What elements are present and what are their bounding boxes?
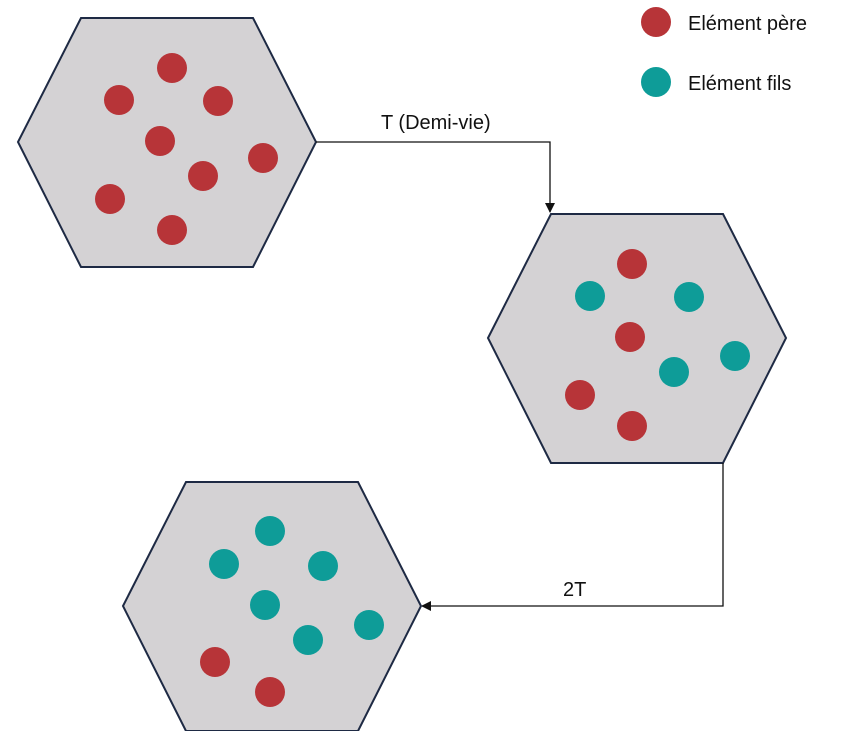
legend-daughter-label: Elément fils	[688, 73, 791, 95]
daughter-atom	[720, 341, 750, 371]
parent-atom	[248, 143, 278, 173]
legend-parent-swatch	[641, 7, 671, 37]
arrow-half-life-line	[316, 141, 555, 213]
daughter-atom	[659, 357, 689, 387]
legend-parent-label: Elément père	[688, 13, 807, 35]
arrow-half-life: T (Demi-vie)	[316, 112, 555, 213]
arrow-two-half-lives-label: 2T	[563, 579, 586, 601]
parent-atom	[203, 86, 233, 116]
arrow-two-half-lives: 2T	[421, 463, 724, 611]
hexagon-after-T	[486, 213, 788, 464]
parent-atom	[617, 411, 647, 441]
parent-atom	[188, 161, 218, 191]
daughter-atom	[674, 282, 704, 312]
legend-daughter-swatch	[641, 67, 671, 97]
hexagon-after-2T	[121, 481, 423, 731]
daughter-atom	[575, 281, 605, 311]
arrow-two-half-lives-line	[421, 463, 724, 611]
daughter-atom	[209, 549, 239, 579]
legend: Elément père Elément fils	[641, 7, 807, 97]
parent-atom	[157, 215, 187, 245]
daughter-atom	[308, 551, 338, 581]
parent-atom	[615, 322, 645, 352]
parent-atom	[145, 126, 175, 156]
daughter-atom	[255, 516, 285, 546]
daughter-atom	[250, 590, 280, 620]
daughter-atom	[354, 610, 384, 640]
arrow-half-life-label: T (Demi-vie)	[381, 112, 491, 134]
parent-atom	[617, 249, 647, 279]
parent-atom	[104, 85, 134, 115]
hexagon-initial	[16, 17, 318, 268]
daughter-atom	[293, 625, 323, 655]
parent-atom	[255, 677, 285, 707]
parent-atom	[200, 647, 230, 677]
parent-atom	[565, 380, 595, 410]
parent-atom	[157, 53, 187, 83]
parent-atom	[95, 184, 125, 214]
